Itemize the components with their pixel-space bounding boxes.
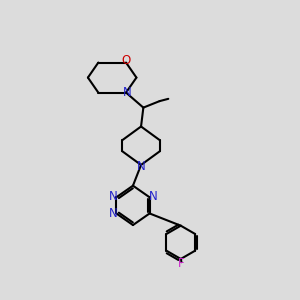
Text: N: N <box>109 190 118 203</box>
Text: N: N <box>148 190 157 203</box>
Text: O: O <box>122 54 131 68</box>
Text: N: N <box>109 207 118 220</box>
Text: N: N <box>137 160 146 173</box>
Text: F: F <box>178 257 185 270</box>
Text: N: N <box>123 86 132 99</box>
